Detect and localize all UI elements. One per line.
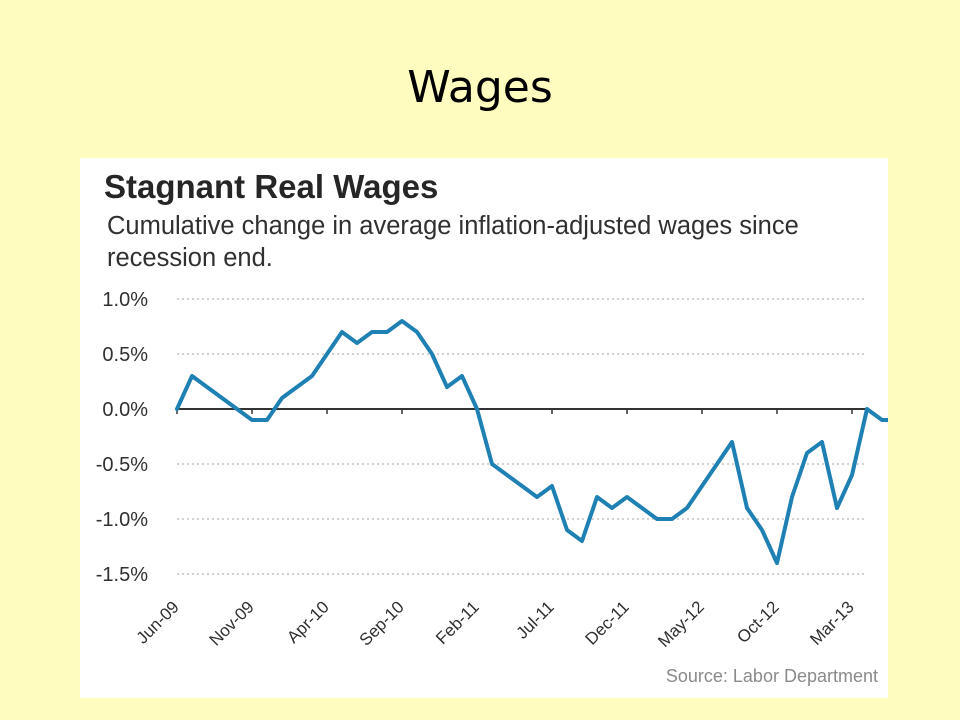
x-tick-label: Feb-11: [432, 597, 483, 648]
x-tick-label: Oct-12: [733, 597, 783, 647]
y-tick-label: -1.5%: [96, 564, 148, 586]
source-note: Source: Labor Department: [666, 666, 878, 686]
x-tick-label: Sep-10: [356, 597, 408, 649]
y-tick-label: 0.0%: [102, 399, 148, 421]
y-tick-label: -0.5%: [96, 454, 148, 476]
x-tick-label: May-12: [654, 597, 708, 651]
x-tick-label: Jun-09: [133, 597, 183, 647]
slide-title: Wages: [407, 62, 553, 113]
line-chart: 1.0% 0.5% 0.0% -0.5% -1.0% -1.5% Jun-09 Nov-09 A…: [96, 289, 888, 686]
chart-title: Stagnant Real Wages: [104, 168, 439, 205]
y-tick-label: -1.0%: [96, 509, 148, 531]
chart-subtitle: Cumulative change in average inflation-a…: [107, 212, 799, 272]
y-tick-label: 1.0%: [102, 289, 148, 311]
series-line: [175, 319, 888, 565]
x-tick-label: Mar-13: [806, 597, 858, 649]
y-tick-label: 0.5%: [102, 344, 148, 366]
x-tick-label: Jul-11: [513, 597, 558, 642]
x-tick-label: Apr-10: [283, 597, 333, 647]
chart-panel: Stagnant Real Wages Cumulative change in…: [80, 158, 888, 698]
x-tick-label: Nov-09: [206, 597, 258, 649]
x-tick-label: Dec-11: [582, 597, 633, 648]
